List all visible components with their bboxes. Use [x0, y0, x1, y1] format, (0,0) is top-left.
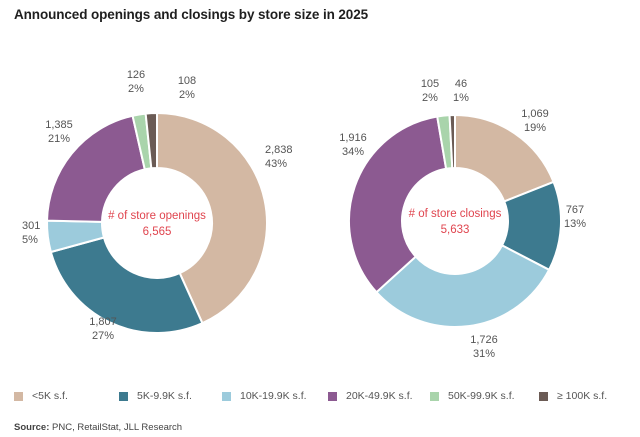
legend-item-10k-19.9k: 10K-19.9K s.f. — [222, 390, 307, 402]
donut-charts: 2,838 43% 1,807 27% 301 5% 1,385 21% 126 2% 108 2% #… — [22, 69, 586, 360]
source-note: Source: PNC, RetailStat, JLL Research — [14, 422, 182, 433]
legend-label: <5K s.f. — [32, 390, 68, 402]
legend-swatch — [430, 391, 439, 401]
slice-value-label: 1,069 — [521, 108, 549, 120]
slice-percent-label: 2% — [128, 83, 144, 95]
slice-closings-20k-49-9k — [348, 115, 448, 294]
slice-value-label: 105 — [421, 78, 439, 90]
slice-value-label: 108 — [178, 75, 196, 87]
legend-item-20k-49.9k: 20K-49.9K s.f. — [328, 390, 413, 402]
center-series-total: 5,633 — [441, 224, 470, 236]
slice-percent-label: 2% — [422, 92, 438, 104]
legend-label: ≥ 100K s.f. — [557, 390, 608, 402]
legend-item-gte100k: ≥ 100K s.f. — [539, 390, 607, 402]
slice-value-label: 301 — [22, 220, 40, 232]
legend-item-50k-99.9k: 50K-99.9K s.f. — [430, 390, 515, 402]
center-series-total: 6,565 — [143, 226, 172, 238]
slice-openings-20k-49-9k — [46, 114, 146, 223]
source-label: Source: — [14, 422, 50, 433]
slice-closings-10k-19-9k — [375, 244, 551, 328]
legend-swatch — [14, 391, 23, 401]
slice-percent-label: 31% — [473, 348, 495, 360]
slice-openings-lt5k — [156, 111, 268, 325]
legend-label: 5K-9.9K s.f. — [137, 390, 192, 402]
slice-value-label: 1,385 — [45, 119, 73, 131]
slice-percent-label: 43% — [265, 158, 287, 170]
center-series-name: # of store openings — [108, 210, 206, 222]
legend-swatch — [328, 391, 337, 401]
legend: <5K s.f. 5K-9.9K s.f. 10K-19.9K s.f. 20K… — [14, 390, 634, 404]
chart-title: Announced openings and closings by store… — [14, 7, 369, 22]
slice-percent-label: 34% — [342, 146, 364, 158]
legend-item-lt5k: <5K s.f. — [14, 390, 68, 402]
slice-value-label: 46 — [455, 78, 467, 90]
legend-label: 50K-99.9K s.f. — [448, 390, 515, 402]
slice-openings-gte100k — [144, 111, 158, 170]
slice-value-label: 1,807 — [89, 316, 117, 328]
slice-value-label: 767 — [566, 204, 584, 216]
slice-percent-label: 13% — [564, 218, 586, 230]
slice-value-label: 1,726 — [470, 334, 498, 346]
slice-percent-label: 19% — [524, 122, 546, 134]
slice-percent-label: 21% — [48, 133, 70, 145]
source-text: PNC, RetailStat, JLL Research — [49, 422, 183, 433]
slice-openings-5k-9-9k — [49, 236, 204, 334]
legend-item-5k-9.9k: 5K-9.9K s.f. — [119, 390, 192, 402]
legend-swatch — [222, 391, 231, 401]
slice-percent-label: 27% — [92, 330, 114, 342]
legend-label: 10K-19.9K s.f. — [240, 390, 307, 402]
slice-value-label: 126 — [127, 69, 145, 81]
slice-percent-label: 1% — [453, 92, 469, 104]
slice-percent-label: 5% — [22, 234, 38, 246]
slice-value-label: 1,916 — [339, 132, 367, 144]
legend-swatch — [119, 391, 128, 401]
legend-label: 20K-49.9K s.f. — [346, 390, 413, 402]
center-series-name: # of store closings — [409, 208, 502, 220]
slice-percent-label: 2% — [179, 89, 195, 101]
slice-value-label: 2,838 — [265, 144, 293, 156]
legend-swatch — [539, 391, 548, 401]
slice-closings-gte100k — [448, 113, 456, 170]
